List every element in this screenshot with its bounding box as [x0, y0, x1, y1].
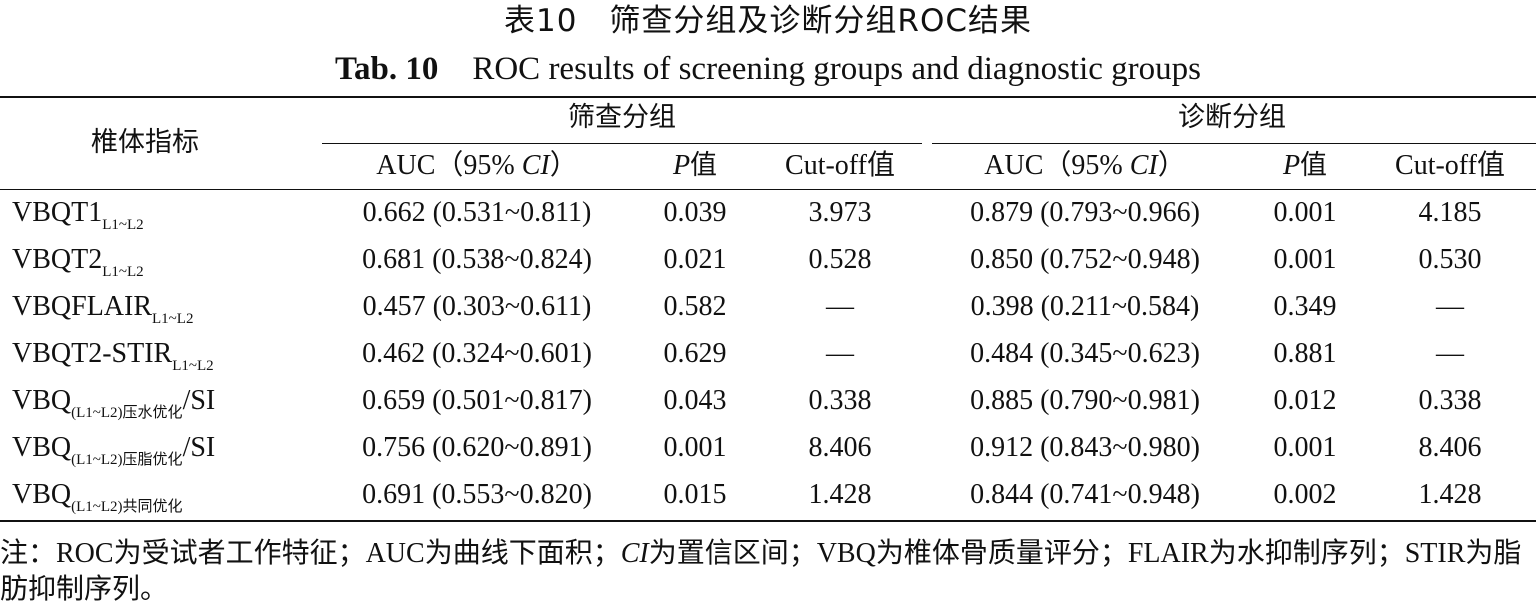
diagnostic-p-cell: 0.002	[1273, 479, 1337, 510]
row-label-main: VBQT2-STIR	[12, 338, 173, 369]
row-label-main: VBQFLAIR	[12, 291, 153, 322]
screening-cutoff-cell: —	[826, 338, 854, 369]
note-ci: CI	[620, 538, 649, 569]
diagnostic-p-cell: 0.001	[1273, 432, 1337, 463]
screening-cutoff-cell: —	[826, 291, 854, 322]
screening-p-cell: 0.039	[663, 197, 727, 228]
table-caption-en: ROC results of screening groups and diag…	[472, 51, 1201, 87]
row-label-main: VBQT2	[12, 244, 103, 275]
row-label: VBQT2-STIRL1~L2	[12, 337, 214, 383]
row-label-main: VBQ	[12, 479, 72, 510]
diagnostic-auc-cell: 0.484 (0.345~0.623)	[970, 338, 1200, 369]
auc-prefix: AUC（95%	[376, 150, 522, 181]
p-suffix: 值	[690, 150, 718, 181]
diagnostic-auc-cell: 0.885 (0.790~0.981)	[970, 385, 1200, 416]
diagnostic-auc-cell: 0.850 (0.752~0.948)	[970, 244, 1200, 275]
table-number: Tab. 10	[335, 51, 439, 87]
diagnostic-auc-cell: 0.912 (0.843~0.980)	[970, 432, 1200, 463]
auc-ci: CI	[1129, 150, 1158, 181]
diagnostic-auc-cell: 0.879 (0.793~0.966)	[970, 197, 1200, 228]
screening-p-cell: 0.582	[663, 291, 727, 322]
screening-subrule	[322, 143, 922, 144]
screening-p-cell: 0.021	[663, 244, 727, 275]
header-screening-p: P值	[640, 149, 750, 183]
diagnostic-p-cell: 0.012	[1273, 385, 1337, 416]
screening-cutoff-cell: 8.406	[808, 432, 872, 463]
screening-auc-cell: 0.462 (0.324~0.601)	[362, 338, 592, 369]
diagnostic-p-cell: 0.349	[1273, 291, 1337, 322]
header-rule	[0, 189, 1536, 190]
row-label-subscript: L1~L2	[152, 311, 194, 327]
diagnostic-cutoff-cell: 4.185	[1418, 197, 1482, 228]
screening-cutoff-cell: 3.973	[808, 197, 872, 228]
header-group-screening: 筛查分组	[568, 102, 676, 133]
row-label-subscript: (L1~L2)共同优化	[71, 499, 183, 515]
header-diagnostic-cutoff: Cut-off值	[1395, 150, 1505, 181]
header-screening-cutoff: Cut-off值	[785, 150, 895, 181]
screening-cutoff-cell: 0.528	[808, 244, 872, 275]
top-rule	[0, 96, 1536, 98]
screening-p-cell: 0.629	[663, 338, 727, 369]
bottom-rule	[0, 520, 1536, 522]
auc-suffix: ）	[549, 150, 578, 181]
header-row-label: 椎体指标	[91, 127, 199, 158]
table-title-cn: 表10 筛查分组及诊断分组ROC结果	[503, 3, 1033, 39]
row-label: VBQ(L1~L2)压水优化/SI	[12, 384, 215, 430]
row-label-main: VBQ	[12, 385, 72, 416]
diagnostic-cutoff-cell: —	[1436, 338, 1464, 369]
row-label-subscript: (L1~L2)压脂优化	[71, 452, 183, 468]
diagnostic-cutoff-cell: 0.338	[1418, 385, 1482, 416]
screening-p-cell: 0.015	[663, 479, 727, 510]
screening-auc-cell: 0.457 (0.303~0.611)	[362, 291, 592, 322]
auc-ci: CI	[521, 150, 550, 181]
row-label: VBQ(L1~L2)共同优化	[12, 478, 183, 524]
auc-prefix: AUC（95%	[984, 150, 1130, 181]
row-label-main: VBQ	[12, 432, 72, 463]
diagnostic-cutoff-cell: 1.428	[1418, 479, 1482, 510]
screening-p-cell: 0.043	[663, 385, 727, 416]
screening-p-cell: 0.001	[663, 432, 727, 463]
row-label: VBQFLAIRL1~L2	[12, 290, 193, 336]
diagnostic-p-cell: 0.881	[1273, 338, 1337, 369]
row-label: VBQ(L1~L2)压脂优化/SI	[12, 431, 215, 477]
screening-auc-cell: 0.681 (0.538~0.824)	[362, 244, 592, 275]
row-label-main: VBQT1	[12, 197, 103, 228]
diagnostic-auc-cell: 0.398 (0.211~0.584)	[970, 291, 1200, 322]
screening-auc-cell: 0.756 (0.620~0.891)	[362, 432, 592, 463]
screening-auc-cell: 0.691 (0.553~0.820)	[362, 479, 592, 510]
row-label-subscript: L1~L2	[172, 358, 214, 374]
row-label-tail: /SI	[182, 385, 216, 416]
table-note: 注：ROC为受试者工作特征；AUC为曲线下面积；CI为置信区间；VBQ为椎体骨质…	[0, 536, 1536, 608]
header-group-diagnostic: 诊断分组	[1178, 102, 1286, 133]
diagnostic-subrule	[932, 143, 1536, 144]
screening-auc-cell: 0.659 (0.501~0.817)	[362, 385, 592, 416]
diagnostic-auc-cell: 0.844 (0.741~0.948)	[970, 479, 1200, 510]
row-label-subscript: L1~L2	[102, 264, 144, 280]
header-screening-auc: AUC（95% CI）	[322, 149, 632, 183]
p-suffix: 值	[1300, 150, 1328, 181]
note-part1: 注：ROC为受试者工作特征；AUC为曲线下面积；	[0, 538, 621, 569]
diagnostic-p-cell: 0.001	[1273, 197, 1337, 228]
diagnostic-cutoff-cell: 0.530	[1418, 244, 1482, 275]
diagnostic-cutoff-cell: —	[1436, 291, 1464, 322]
row-label-subscript: (L1~L2)压水优化	[71, 405, 183, 421]
row-label: VBQT2L1~L2	[12, 243, 144, 289]
table-title-en: Tab. 10 ROC results of screening groups a…	[0, 48, 1536, 90]
row-label-tail: /SI	[182, 432, 216, 463]
diagnostic-cutoff-cell: 8.406	[1418, 432, 1482, 463]
header-diagnostic-p: P值	[1250, 149, 1360, 183]
row-label: VBQT1L1~L2	[12, 196, 144, 242]
screening-cutoff-cell: 0.338	[808, 385, 872, 416]
screening-cutoff-cell: 1.428	[808, 479, 872, 510]
p-letter: P	[672, 150, 691, 181]
note-part2: 为置信区间；VBQ为椎体骨质量评分；FLAIR为水抑制序列；STIR为脂肪抑制序…	[0, 538, 1522, 605]
p-letter: P	[1282, 150, 1301, 181]
auc-suffix: ）	[1157, 150, 1186, 181]
header-diagnostic-auc: AUC（95% CI）	[930, 149, 1240, 183]
diagnostic-p-cell: 0.001	[1273, 244, 1337, 275]
row-label-subscript: L1~L2	[102, 217, 144, 233]
screening-auc-cell: 0.662 (0.531~0.811)	[362, 197, 592, 228]
